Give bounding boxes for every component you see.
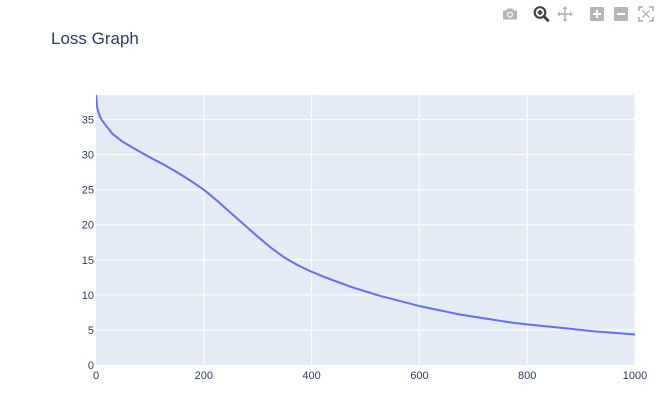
- y-axis-ticks: 0 5 10 15 20 25 30 35: [82, 115, 94, 372]
- zoom-icon[interactable]: [531, 4, 551, 24]
- y-tick-label: 0: [88, 360, 94, 372]
- gridlines: [96, 95, 636, 365]
- x-tick-label: 800: [518, 370, 536, 382]
- y-tick-label: 30: [82, 150, 94, 162]
- camera-icon[interactable]: [500, 4, 520, 24]
- y-tick-label: 35: [82, 115, 94, 127]
- y-tick-label: 15: [82, 255, 94, 267]
- y-tick-label: 5: [88, 325, 94, 337]
- series-line: [96, 95, 635, 336]
- x-tick-label: 0: [93, 370, 99, 382]
- plot-background[interactable]: [96, 95, 635, 365]
- zoom-out-icon[interactable]: [611, 4, 631, 24]
- zoom-in-icon[interactable]: [587, 4, 607, 24]
- x-tick-label: 400: [302, 370, 320, 382]
- chart-title: Loss Graph: [51, 29, 139, 48]
- modebar: [498, 4, 658, 24]
- pan-icon[interactable]: [555, 4, 575, 24]
- y-tick-label: 10: [82, 290, 94, 302]
- x-tick-label: 1000: [623, 370, 647, 382]
- autoscale-icon[interactable]: [636, 4, 656, 24]
- y-tick-label: 20: [82, 220, 94, 232]
- y-tick-label: 25: [82, 185, 94, 197]
- x-tick-label: 600: [410, 370, 428, 382]
- x-axis-ticks: 0 200 400 600 800 1000: [93, 370, 647, 382]
- x-tick-label: 200: [195, 370, 213, 382]
- series-layer: [96, 95, 635, 336]
